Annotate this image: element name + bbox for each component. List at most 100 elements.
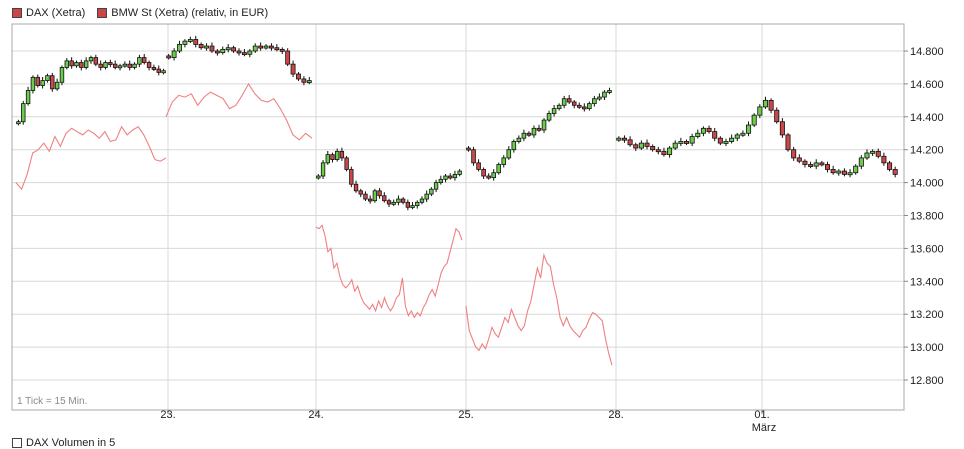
candle-up: [667, 147, 673, 156]
candle-up: [858, 157, 864, 167]
candle-up: [511, 141, 517, 151]
candle-up: [638, 142, 644, 149]
legend-item-bmw[interactable]: BMW St (Xetra) (relativ, in EUR): [97, 7, 268, 19]
candle-up: [443, 175, 448, 180]
candle-down: [198, 44, 204, 49]
candle-down: [279, 48, 285, 52]
candle-up: [325, 154, 330, 164]
candle-down: [231, 47, 237, 52]
candle-down: [712, 131, 718, 139]
candle-up: [177, 44, 182, 52]
candle-up: [556, 104, 562, 109]
candle-down: [819, 162, 825, 166]
candle-up: [734, 134, 740, 139]
legend-swatch-bmw: [97, 8, 108, 18]
candle-down: [98, 63, 103, 68]
candle-down: [796, 157, 802, 162]
x-tick-label: 01.: [754, 409, 769, 421]
candle-up: [607, 90, 612, 93]
candle-down: [142, 57, 147, 63]
candle-down: [536, 127, 542, 131]
candle-up: [396, 198, 401, 203]
candle-up: [496, 164, 502, 174]
candle-up: [452, 173, 458, 179]
candle-down: [476, 162, 481, 170]
candle-up: [103, 62, 108, 68]
candle-down: [290, 63, 296, 75]
candle-up: [117, 65, 123, 69]
candle-down: [156, 68, 161, 73]
candle-down: [301, 78, 307, 83]
dax-series: [16, 35, 898, 211]
y-tick-label: 14.400: [910, 112, 944, 124]
candle-up: [864, 152, 870, 159]
candle-down: [386, 200, 392, 205]
candle-up: [415, 201, 420, 207]
vertical-gridlines: [167, 24, 763, 410]
candle-up: [689, 136, 695, 144]
y-tick-label: 12.800: [910, 375, 944, 387]
candle-up: [263, 45, 269, 49]
candle-up: [587, 103, 592, 109]
candle-down: [209, 45, 215, 52]
candle-up: [88, 57, 94, 62]
candle-down: [108, 62, 113, 65]
candle-down: [627, 139, 633, 146]
candle-down: [655, 149, 661, 153]
bmw-line-segment: [165, 82, 313, 141]
candle-down: [824, 164, 831, 170]
candle-up: [40, 80, 45, 86]
candle-up: [64, 60, 70, 68]
candle-up: [616, 137, 622, 141]
plot-frame: [11, 23, 905, 411]
candle-down: [151, 67, 157, 70]
candle-down: [285, 50, 291, 65]
candle-up: [729, 137, 735, 142]
candle-down: [296, 73, 301, 80]
candle-down: [526, 132, 532, 136]
candle-up: [561, 98, 567, 106]
candle-up: [847, 172, 853, 176]
candle-up: [320, 162, 326, 177]
volume-legend: DAX Volumen in 5: [12, 437, 115, 449]
candle-down: [892, 169, 898, 175]
candle-down: [717, 137, 723, 144]
candle-up: [757, 106, 763, 116]
bmw-series: [15, 82, 613, 366]
candle-up: [45, 75, 50, 82]
x-tick-label: 24.: [308, 409, 323, 421]
candle-up: [602, 91, 607, 98]
horizontal-gridlines: [12, 50, 904, 381]
y-tick-label: 14.000: [910, 178, 944, 190]
bmw-line-segment: [315, 224, 463, 319]
x-tick-label: 25.: [458, 409, 473, 421]
candle-down: [382, 195, 387, 202]
candle-down: [69, 60, 74, 67]
candle-up: [740, 132, 746, 136]
candle-up: [74, 62, 79, 67]
candle-up: [419, 198, 425, 203]
candle-down: [481, 169, 486, 177]
candle-up: [220, 48, 226, 54]
candle-up: [695, 132, 701, 137]
y-tick-label: 14.200: [910, 145, 944, 157]
x-tick-label: 23.: [160, 409, 175, 421]
candle-down: [802, 160, 808, 165]
legend-item-dax[interactable]: DAX (Xetra): [12, 7, 85, 19]
candle-up: [424, 193, 429, 200]
candle-down: [841, 170, 847, 175]
candle-up: [83, 60, 89, 68]
candle-up: [853, 165, 859, 174]
candle-up: [137, 57, 142, 65]
candle-down: [571, 101, 577, 106]
candle-down: [706, 127, 712, 133]
candle-down: [582, 106, 587, 110]
candle-up: [122, 63, 128, 67]
candle-up: [187, 39, 193, 42]
candle-down: [339, 150, 345, 159]
candle-down: [236, 50, 242, 54]
candle-down: [35, 76, 40, 86]
candle-down: [258, 45, 264, 49]
candle-down: [344, 157, 349, 170]
candle-down: [405, 201, 411, 208]
